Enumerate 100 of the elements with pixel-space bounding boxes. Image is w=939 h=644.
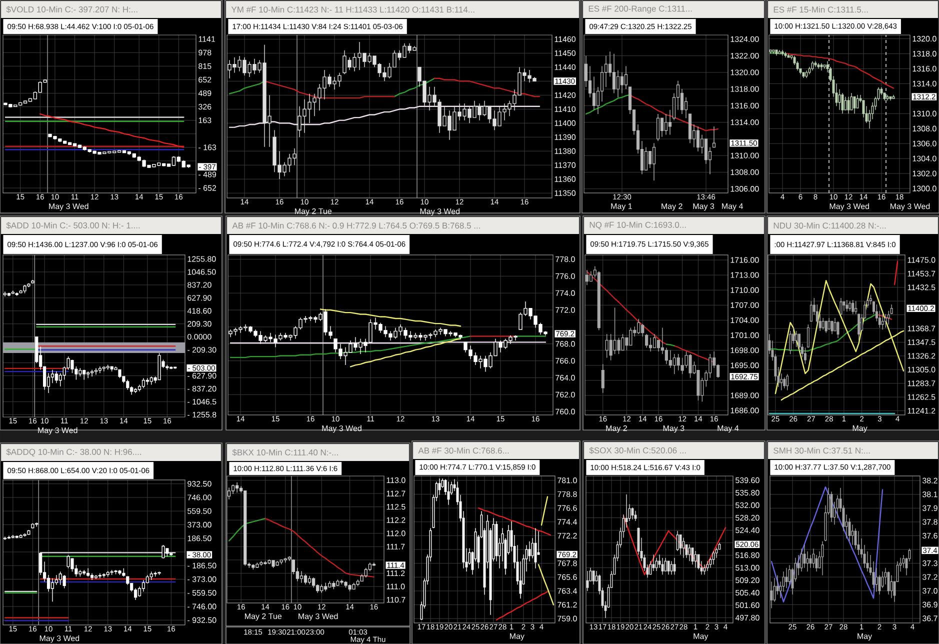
y-tick-label: 111.2 (386, 570, 405, 576)
y-tick-label: 652 (198, 76, 212, 83)
candlestick (664, 114, 668, 136)
candlestick (236, 482, 239, 493)
y-tick-label: 37.6 (922, 532, 938, 539)
y-tick-label: - 652 (198, 185, 216, 191)
candlestick (838, 88, 841, 110)
y-tick-label: 11283.7 (908, 380, 936, 386)
y-tick-label: 1141 (198, 36, 216, 42)
candlestick (785, 568, 788, 588)
y-tick-label: 38.2 (922, 478, 938, 484)
y-tick-label: 11262.5 (908, 394, 936, 400)
y-tick-label: 627.90 (188, 295, 212, 301)
y-tick-label: 11420 (554, 92, 576, 98)
candlestick (531, 538, 534, 559)
y-tick-label: - 932.50 (188, 617, 216, 623)
candlestick (661, 558, 664, 575)
y-tick-label: 1701.00 (730, 332, 759, 338)
y-tick-label: 1320.00 (730, 70, 759, 76)
y-tick-label: 1324.00 (730, 36, 759, 42)
y-tick-label: 112.2 (386, 517, 406, 523)
y-tick-label: 759.0 (558, 616, 577, 622)
y-tick-label: 112.7 (386, 490, 406, 496)
y-tick-label: 1308.00 (730, 169, 759, 176)
y-tick-label: 11410 (554, 106, 576, 112)
y-tick-label: 772.2 (558, 532, 577, 538)
candlestick (624, 66, 628, 90)
text: May 3 (663, 425, 684, 433)
text: May 4 (718, 425, 739, 433)
y-tick-label: 11347.5 (908, 339, 936, 346)
candlestick (797, 554, 800, 576)
candlestick (842, 302, 846, 312)
text: May (510, 633, 524, 641)
y-tick-label: - 837.20 (188, 386, 216, 392)
candlestick (684, 97, 688, 118)
chart-title: NDU 30-Min C:11400.28 N:-... (774, 222, 886, 229)
candlestick (886, 94, 889, 101)
y-tick-label: - 186.50 (188, 562, 216, 568)
text: May 4 (722, 203, 743, 211)
y-tick-label: - 1255.8 (188, 412, 216, 418)
y-tick-label: 37.8 (922, 519, 938, 525)
text: May 1 (611, 203, 632, 211)
y-tick-label: 0.0000 (188, 334, 212, 340)
candlestick (817, 62, 820, 70)
candlestick (809, 554, 812, 568)
candlestick (142, 580, 145, 592)
y-tick-label: 513.00 (736, 564, 760, 571)
y-tick-label: 1698.00 (730, 347, 759, 354)
y-tick-label: 516.80 (736, 552, 760, 558)
candlestick (668, 109, 672, 136)
text: May (694, 633, 708, 641)
y-tick-label: - 746.00 (188, 604, 216, 610)
candlestick (871, 102, 874, 120)
y-tick-label: 1713.00 (730, 272, 759, 278)
text: May 3 Wed (38, 427, 78, 435)
y-tick-label: 38.1 (922, 492, 938, 498)
y-tick-label: 762.0 (556, 392, 575, 398)
y-tick-label: - 559.50 (188, 590, 216, 596)
candlestick (586, 570, 589, 592)
y-tick-label: 111.7 (386, 544, 405, 550)
candlestick (652, 554, 655, 572)
y-tick-label: 1318.00 (730, 86, 759, 92)
chart-title: ES #F 15-Min C:1311.5... (774, 6, 868, 13)
y-tick-label: 11432.5 (908, 284, 936, 290)
candlestick (781, 50, 784, 56)
candlestick (438, 478, 441, 496)
y-tick-label: - 373.00 (188, 576, 216, 582)
y-tick-label: 11241.2 (908, 408, 936, 414)
candlestick (851, 524, 854, 546)
candlestick (814, 60, 817, 68)
candlestick (138, 586, 142, 597)
y-tick-label: 11475.0 (908, 257, 936, 263)
y-tick-label: 501.60 (736, 602, 760, 608)
candlestick (86, 371, 90, 378)
candlestick (655, 558, 658, 572)
y-tick-label: 11440 (554, 64, 576, 70)
y-tick-label: 497.80 (735, 614, 760, 621)
candlestick (585, 270, 589, 286)
text: May 2 Tue (245, 613, 282, 621)
y-tick-label: 539.60 (736, 477, 760, 484)
y-tick-label: 11380 (554, 148, 576, 154)
y-tick-label: 11390 (554, 134, 576, 140)
chart-title: AB #F 30-Min C:768.6... (418, 447, 509, 454)
y-tick-label: 528.20 (736, 514, 760, 521)
candlestick (703, 564, 706, 575)
chart-title: SMH 30-Min C:37.51 N:... (774, 447, 870, 454)
candlestick (805, 70, 808, 78)
candlestick (625, 494, 628, 528)
y-tick-label: 1710.00 (730, 287, 759, 293)
candlestick (773, 578, 776, 602)
chart-title: $VOLD 10-Min C:- 397.207 N: H:... (6, 6, 138, 13)
candlestick (90, 572, 94, 580)
y-tick-label: 532.00 (736, 502, 760, 508)
y-tick-label: - 627.90 (188, 372, 216, 379)
chart-title: $ADD 10-Min C:- 503.00 N: H:- 1.... (6, 222, 140, 229)
y-tick-label: 163 (198, 117, 212, 124)
candlestick (830, 491, 833, 522)
candlestick (881, 571, 884, 588)
candlestick (519, 561, 522, 599)
candlestick (706, 560, 709, 572)
